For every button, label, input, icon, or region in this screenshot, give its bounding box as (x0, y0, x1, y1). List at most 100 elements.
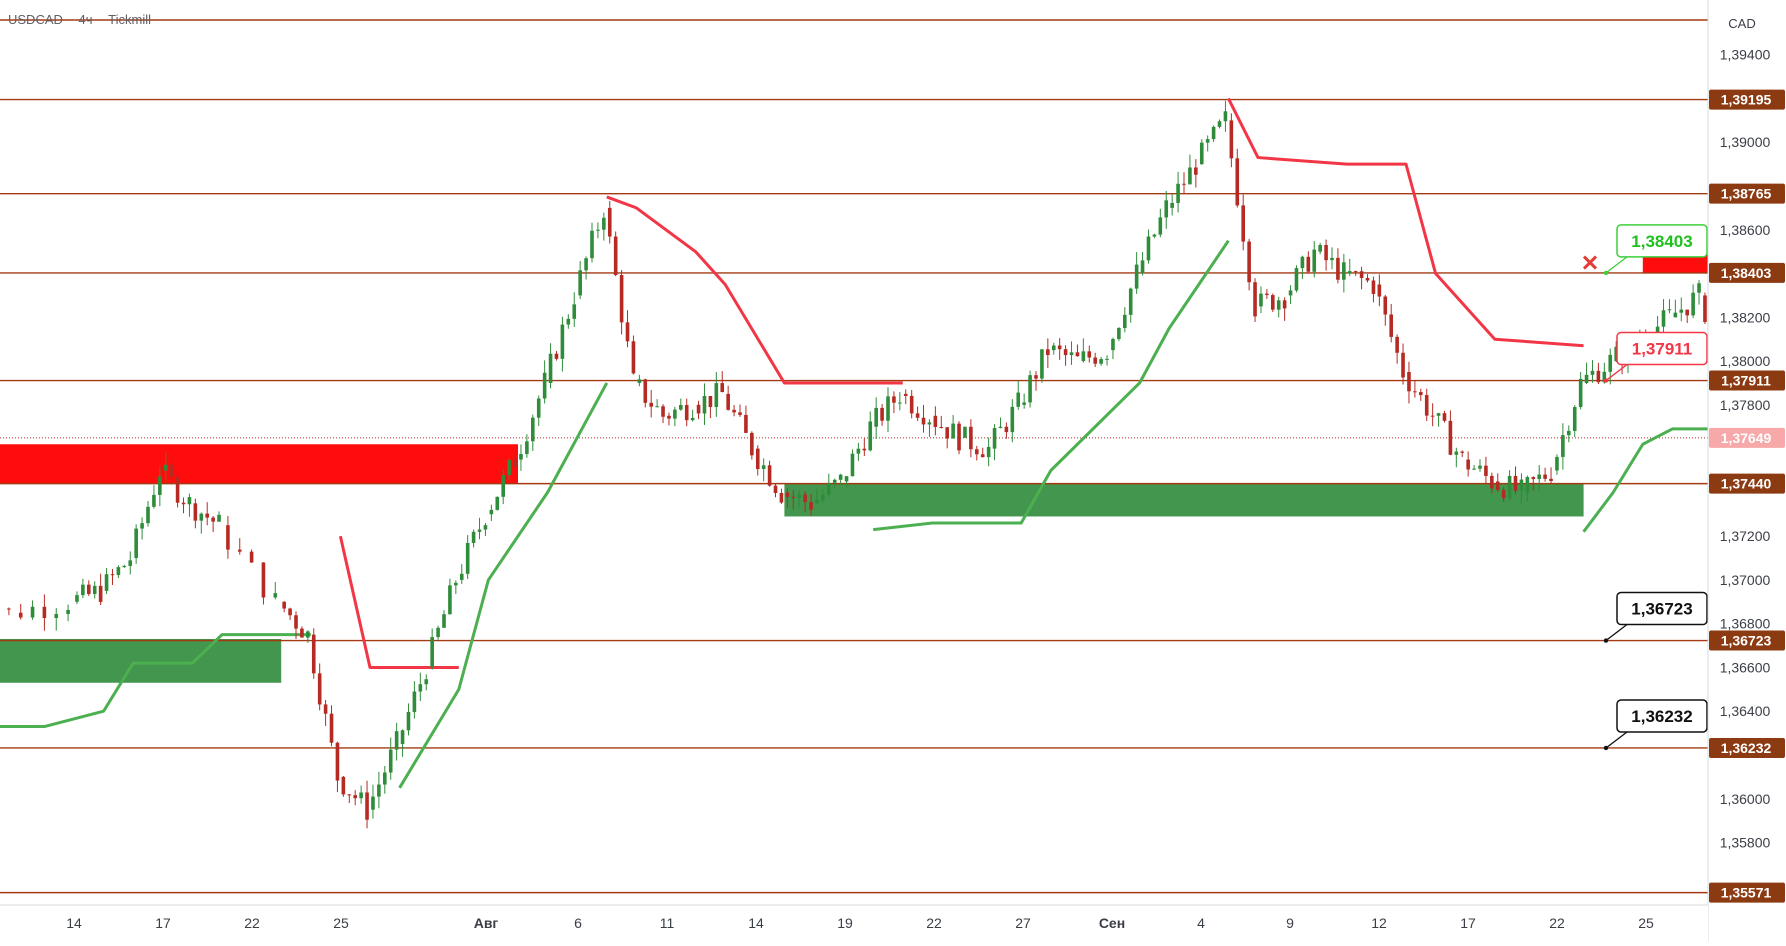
candle-body (282, 601, 286, 609)
candle-body (915, 413, 920, 418)
candle-body (495, 496, 500, 510)
candle-body (237, 549, 242, 552)
candle-body (1105, 358, 1109, 360)
level-badge-label: 1,36232 (1721, 740, 1772, 756)
candle-body (785, 492, 790, 497)
candle-body (898, 402, 902, 404)
candle-body (862, 448, 867, 451)
level-badge-label: 1,39195 (1721, 92, 1772, 108)
candle-body (708, 395, 713, 408)
candle-body (418, 684, 423, 692)
candle-body (1389, 314, 1393, 337)
candle-body (513, 459, 517, 467)
candle-body (1276, 300, 1281, 310)
candle-body (732, 409, 736, 413)
candle-body (377, 784, 381, 797)
candle-body (406, 711, 411, 731)
timeframe-label[interactable]: 4ч (78, 12, 93, 27)
candle-body (536, 398, 541, 418)
supertrend-up-4 (1582, 427, 1708, 533)
candle-body (1685, 309, 1689, 316)
callout-dot (1603, 378, 1609, 383)
x-tick-label: 22 (926, 915, 942, 931)
currency-label: CAD (1728, 16, 1755, 31)
y-tick-label: 1,39400 (1720, 47, 1771, 63)
candle-body (122, 565, 127, 568)
candle-body (116, 567, 121, 576)
price-axis-bg (1708, 0, 1786, 941)
candle-body (607, 207, 612, 237)
y-tick-label: 1,36800 (1720, 616, 1771, 632)
candle-body (880, 407, 884, 421)
candle-body (1093, 357, 1097, 364)
candle-body (388, 749, 393, 773)
candle-body (980, 454, 985, 458)
candle-body (963, 426, 967, 438)
candle-body (134, 528, 138, 559)
candle-body (519, 454, 523, 460)
candle-body (187, 497, 192, 505)
candle-body (1271, 295, 1275, 310)
candle-body (909, 395, 914, 414)
candle-body (1152, 234, 1157, 237)
candle-body (554, 353, 559, 359)
candle-body (471, 531, 476, 543)
candle-body (1584, 374, 1589, 383)
x-tick-label: 17 (155, 915, 171, 931)
candle-body (1241, 205, 1245, 242)
candle-body (359, 792, 363, 799)
candle-body (365, 792, 369, 820)
candle-body (66, 609, 70, 614)
candle-body (1229, 120, 1234, 159)
candle-body (803, 494, 807, 503)
candle-body (590, 230, 594, 259)
candle-body (261, 562, 266, 598)
symbol-label: USDCAD (8, 12, 63, 27)
candle-body (1342, 262, 1346, 280)
callout-dot (1603, 638, 1609, 643)
candle-body (98, 585, 103, 602)
candle-body (1448, 420, 1453, 455)
candle-body (1525, 477, 1530, 493)
candle-body (1567, 430, 1571, 436)
candle-body (1371, 280, 1376, 294)
candle-body (1377, 284, 1382, 297)
candle-body (7, 608, 11, 610)
candle-body (311, 634, 316, 674)
candle-body (211, 517, 215, 522)
candle-body (1140, 260, 1145, 274)
x-tick-label: 27 (1015, 915, 1031, 931)
candle-body (1164, 200, 1169, 218)
candle-body (838, 474, 843, 480)
candle-body (394, 731, 399, 750)
candle-body (353, 795, 357, 799)
candle-body (1555, 456, 1559, 471)
candle-body (1697, 283, 1701, 293)
candle-body (1330, 257, 1334, 261)
candle-body (1235, 158, 1240, 206)
callout-0: 1,38403 (1603, 224, 1708, 276)
current-price-label: 1,37649 (1721, 430, 1772, 446)
candle-body (714, 383, 719, 408)
x-tick-label: 6 (574, 915, 582, 931)
candle-body (744, 414, 748, 433)
candle-body (181, 502, 186, 505)
candle-body (584, 258, 588, 271)
candle-body (720, 383, 725, 393)
callout-dot (1603, 270, 1609, 276)
candle-body (655, 406, 659, 408)
candle-body (400, 730, 405, 745)
candle-body (146, 506, 150, 524)
callout-leader (1605, 256, 1628, 274)
candle-body (1128, 288, 1133, 315)
candle-body (1123, 314, 1127, 328)
x-tick-label: 22 (1549, 915, 1565, 931)
candle-body (1300, 256, 1305, 269)
x-tick-label: 17 (1460, 915, 1476, 931)
candle-body (1407, 372, 1411, 392)
candle-body (128, 560, 133, 566)
candle-body (104, 574, 109, 591)
candle-body (1318, 244, 1322, 252)
candle-body (92, 585, 97, 595)
